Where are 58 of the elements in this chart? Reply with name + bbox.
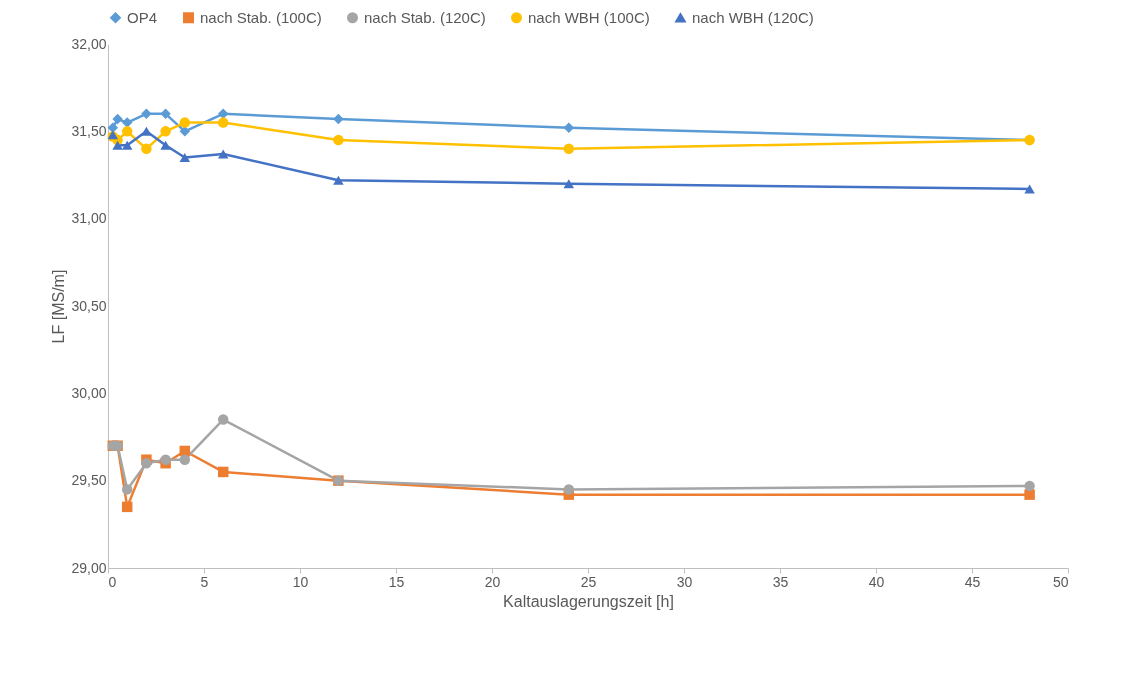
point (112, 113, 123, 125)
legend-label: nach Stab. (100C) (200, 8, 322, 26)
point (179, 152, 191, 163)
x-tick-label: 0 (108, 573, 117, 590)
y-tick-label: 30,00 (71, 384, 107, 401)
y-tick-label: 29,00 (71, 559, 107, 576)
point (333, 175, 344, 185)
point (217, 117, 229, 128)
y-tick-label: 29,50 (71, 472, 107, 489)
point (217, 414, 229, 425)
x-tick-label: 5 (200, 573, 209, 590)
x-tick-label: 10 (292, 573, 309, 590)
point (112, 140, 123, 150)
point (179, 126, 191, 137)
point (141, 143, 152, 155)
point (563, 122, 575, 134)
point (160, 108, 171, 120)
point (1024, 480, 1035, 492)
point (563, 143, 575, 155)
point (179, 454, 191, 465)
point (121, 126, 133, 137)
point (141, 126, 152, 136)
point (141, 108, 152, 120)
x-tick-label: 45 (964, 573, 981, 590)
y-tick-label: 31,50 (71, 122, 107, 139)
y-tick-label: 31,00 (71, 210, 107, 227)
point (121, 501, 133, 513)
point (121, 484, 133, 495)
x-tick-label: 50 (1052, 573, 1069, 590)
x-tick-label: 20 (484, 573, 501, 590)
point (160, 140, 171, 150)
point (1024, 184, 1035, 194)
point (333, 113, 344, 125)
point (333, 134, 344, 146)
legend-label: nach WBH (120C) (692, 8, 814, 26)
x-tick-label: 40 (868, 573, 885, 590)
point (563, 484, 575, 495)
x-tick-label: 35 (772, 573, 789, 590)
point (141, 457, 152, 469)
x-tick-label: 25 (580, 573, 597, 590)
y-tick-label: 32,00 (71, 35, 107, 52)
legend-label: nach WBH (100C) (528, 8, 650, 26)
x-axis-title: Kaltauslagerungszeit [h] (503, 592, 674, 610)
legend-label: nach Stab. (120C) (364, 8, 486, 26)
legend-label: OP4 (127, 8, 158, 26)
point (563, 179, 575, 189)
x-tick-label: 30 (676, 573, 693, 590)
y-axis-title: LF [MS/m] (50, 269, 68, 344)
point (160, 454, 171, 465)
x-tick-label: 15 (388, 573, 405, 590)
point (160, 126, 171, 137)
point (217, 149, 229, 159)
y-tick-label: 30,50 (71, 297, 107, 314)
point (1024, 489, 1035, 500)
point (121, 140, 133, 150)
point (217, 466, 229, 478)
point (179, 117, 191, 128)
point (121, 117, 133, 128)
